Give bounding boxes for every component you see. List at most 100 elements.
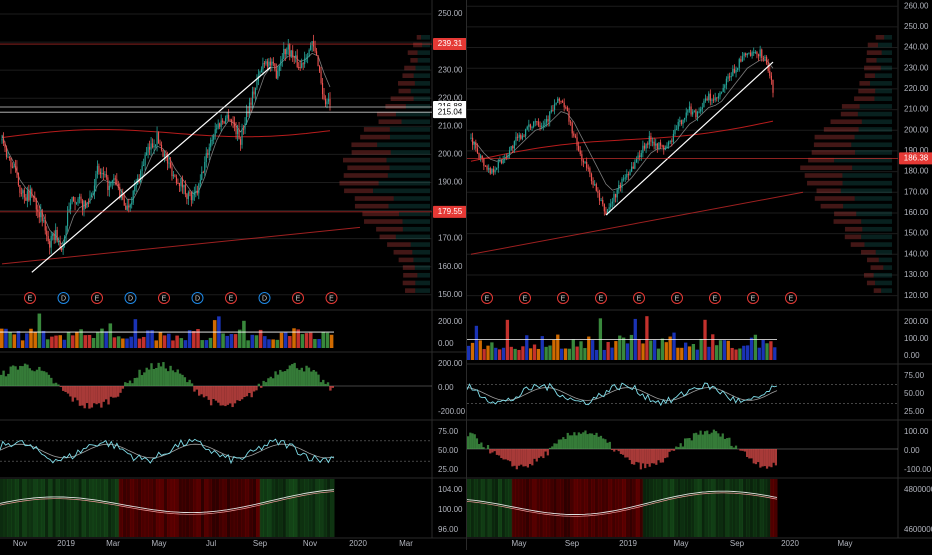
candle-body	[470, 138, 471, 139]
trend-background-strip	[629, 479, 633, 537]
volume-bar	[719, 340, 722, 360]
momentum-bar	[12, 365, 14, 386]
volume-bar	[213, 320, 217, 348]
volume-profile-bar-up	[882, 50, 892, 55]
candle-body	[485, 166, 486, 167]
candle-body	[547, 119, 548, 121]
momentum-bar	[516, 449, 518, 469]
volume-bar	[163, 335, 167, 348]
momentum-bar	[138, 370, 140, 386]
trend-background-strip	[174, 479, 178, 537]
candle-body	[562, 101, 563, 103]
trend-background-strip	[26, 479, 30, 537]
price-label-text: 239.31	[438, 39, 463, 48]
momentum-pane	[0, 362, 432, 409]
candle-body	[475, 142, 476, 148]
candle-body	[568, 111, 569, 122]
trend-background-strip	[574, 479, 578, 537]
trend-background-strip	[550, 479, 554, 537]
y-tick-label: 220.00	[904, 84, 929, 93]
candle-body	[253, 92, 254, 95]
candle-body	[758, 54, 759, 56]
volume-bar	[46, 339, 50, 348]
chart-svg-left[interactable]: 250.00240.00230.00220.00210.00200.00190.…	[0, 0, 466, 550]
volume-profile-bar-down	[821, 204, 844, 209]
momentum-bar	[215, 386, 217, 401]
volume-profile-bar-down	[805, 173, 843, 178]
chart-panel-left[interactable]: 250.00240.00230.00220.00210.00200.00190.…	[0, 0, 466, 550]
event-marker-label: E	[329, 295, 334, 302]
volume-bar	[564, 348, 567, 360]
candle-body	[739, 59, 740, 68]
trend-background-strip	[667, 479, 671, 537]
volume-bar	[326, 333, 330, 348]
candle-body	[740, 59, 741, 61]
volume-bar	[560, 349, 563, 360]
candle-body	[694, 110, 695, 111]
momentum-bar	[542, 449, 544, 458]
trend-background-strip	[594, 479, 598, 537]
candle-body	[315, 47, 316, 52]
candle-body	[536, 121, 537, 122]
volume-profile-bar-down	[410, 58, 417, 63]
volume-bar	[159, 332, 163, 348]
price-label-text: 186.38	[904, 154, 929, 163]
volume-profile-bar-up	[414, 73, 430, 78]
candle-body	[173, 175, 174, 176]
volume-bar	[622, 338, 625, 360]
momentum-bar	[10, 367, 12, 386]
momentum-bar	[41, 371, 43, 386]
trend-background-strip	[63, 479, 67, 537]
volume-bar	[13, 334, 17, 348]
volume-profile-bar-up	[412, 250, 430, 255]
momentum-bar	[571, 435, 573, 449]
x-tick-label: May	[151, 539, 166, 548]
momentum-bar	[160, 366, 162, 386]
trend-background-strip	[687, 479, 691, 537]
candle-body	[559, 99, 560, 101]
candle-body	[668, 142, 669, 145]
candle-body	[511, 146, 512, 150]
candle-body	[325, 99, 326, 104]
volume-bar	[684, 343, 687, 360]
event-marker-label: E	[561, 295, 566, 302]
trend-background-strip	[681, 479, 685, 537]
volume-bar	[17, 331, 21, 348]
volume-profile-bar-down	[817, 189, 841, 194]
x-tick-label: Jul	[206, 539, 216, 548]
candle-body	[655, 144, 656, 146]
candle-body	[151, 143, 152, 149]
candle-body	[243, 129, 244, 130]
event-marker-label: D	[128, 295, 133, 302]
volume-bar	[688, 346, 691, 360]
x-tick-label: Nov	[303, 539, 317, 548]
trend-background-strip	[495, 479, 499, 537]
trend-background-strip	[323, 479, 327, 537]
volume-profile-bar-down	[403, 281, 416, 286]
momentum-bar	[620, 449, 622, 454]
x-tick-label: 2020	[781, 539, 799, 548]
trend-background-strip	[30, 479, 34, 537]
volume-profile-bar-up	[883, 265, 892, 270]
momentum-bar	[165, 368, 167, 386]
candle-body	[16, 167, 17, 173]
volume-bar	[234, 334, 238, 348]
volume-profile-bar-up	[870, 81, 892, 86]
event-marker-label: E	[95, 295, 100, 302]
candle-body	[665, 148, 666, 149]
event-marker-label: E	[675, 295, 680, 302]
candle-body	[277, 71, 278, 78]
candle-body	[514, 141, 515, 148]
x-tick-label: 2019	[57, 539, 75, 548]
trend-background-strip	[48, 479, 52, 537]
candle-body	[42, 211, 43, 222]
trend-background-strip	[612, 479, 616, 537]
candle-body	[731, 76, 732, 77]
momentum-bar	[629, 449, 631, 460]
momentum-bar	[62, 386, 64, 391]
volume-profile-bar-up	[859, 127, 892, 132]
volume-profile-bar-up	[875, 281, 892, 286]
candle-body	[679, 120, 680, 122]
chart-svg-right[interactable]: 260.00250.00240.00230.00220.00210.00200.…	[467, 0, 932, 550]
